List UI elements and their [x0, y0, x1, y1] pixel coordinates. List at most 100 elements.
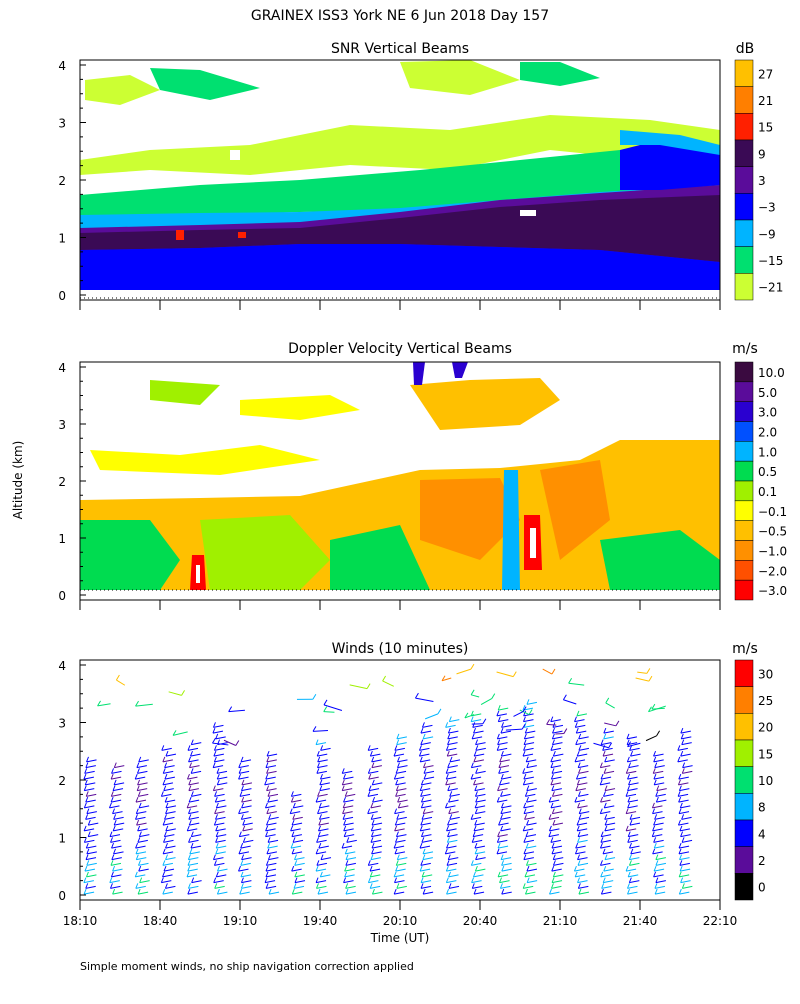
wind-barb: [628, 789, 638, 791]
wind-barb: [295, 858, 305, 860]
wind-barb: [371, 829, 381, 831]
wind-barb: [499, 771, 509, 773]
wind-barb: [239, 766, 249, 768]
wind-barb: [320, 789, 330, 791]
y-tick-label: 0: [58, 289, 66, 303]
wind-barb: [654, 869, 664, 871]
wind-barb: [240, 892, 250, 894]
wind-barb: [527, 869, 537, 871]
wind-barb-flag: [229, 707, 232, 712]
wind-barb: [629, 881, 639, 883]
wind-barb: [110, 835, 120, 837]
wind-barb: [578, 886, 588, 888]
wind-barb: [525, 794, 535, 796]
wind-barb: [575, 800, 585, 802]
wind-barb: [681, 731, 691, 733]
colorbar-swatch: [735, 220, 753, 247]
wind-barb: [680, 858, 690, 860]
wind-barb: [472, 886, 482, 888]
wind-barb: [420, 829, 430, 831]
wind-barb: [549, 835, 559, 837]
dop-upper-3: [150, 380, 220, 405]
colorbar-swatch: [735, 713, 753, 740]
wind-barb: [654, 760, 664, 762]
wind-barb: [166, 829, 176, 831]
wind-barb: [164, 835, 174, 837]
wind-barb-flag: [616, 721, 619, 726]
wind-barb: [113, 829, 123, 831]
wind-barb: [653, 812, 663, 814]
wind-barb: [475, 852, 485, 854]
wind-barb: [216, 737, 226, 739]
wind-barb: [569, 683, 585, 685]
wind-barb: [543, 669, 552, 674]
wind-barb: [600, 863, 610, 865]
wind-barb: [601, 892, 611, 894]
wind-barb: [577, 829, 587, 831]
wind-barb: [320, 777, 330, 779]
colorbar-label: 27: [758, 67, 773, 81]
wind-barb: [578, 835, 588, 837]
wind-barb: [398, 806, 408, 808]
wind-barb: [213, 789, 223, 791]
wind-barb: [563, 700, 576, 704]
colorbar-swatch: [735, 687, 753, 714]
wind-barb: [420, 869, 430, 871]
wind-barb: [165, 800, 175, 802]
wind-barb: [85, 869, 95, 871]
wind-barb: [242, 858, 252, 860]
y-tick-label: 0: [58, 589, 66, 603]
colorbar-label: 0: [758, 881, 766, 895]
wind-barb: [188, 863, 198, 865]
y-tick-label: 4: [58, 59, 66, 73]
wind-barb: [242, 783, 252, 785]
colorbar-label: −15: [758, 254, 783, 268]
wind-barb: [421, 823, 431, 825]
wind-barb: [163, 863, 173, 865]
wind-barb: [524, 812, 534, 814]
wind-barb: [446, 881, 456, 883]
wind-barb: [113, 812, 123, 814]
wind-barb: [268, 846, 278, 848]
figure-title: GRAINEX ISS3 York NE 6 Jun 2018 Day 157: [251, 8, 549, 24]
wind-barb: [654, 777, 664, 779]
wind-barb: [474, 783, 484, 785]
wind-barb: [86, 875, 96, 877]
wind-barb-flag: [367, 684, 370, 689]
wind-barb: [394, 846, 404, 848]
wind-barb: [371, 840, 381, 842]
wind-barb: [295, 863, 305, 865]
wind-barb: [372, 760, 382, 762]
wind-barb: [291, 846, 301, 848]
wind-barb: [472, 737, 482, 739]
colorbar-label: 2: [758, 854, 766, 868]
wind-barb: [109, 806, 119, 808]
colorbar-swatch: [735, 541, 753, 561]
colorbar-label: 30: [758, 667, 773, 681]
wind-barb: [241, 886, 251, 888]
wind-barb: [628, 777, 638, 779]
wind-barb: [217, 869, 227, 871]
wind-barb: [447, 863, 457, 865]
wind-barb: [137, 771, 147, 773]
wind-barb: [188, 886, 198, 888]
wind-barb: [111, 875, 121, 877]
wind-barb: [628, 840, 638, 842]
wind-barb: [372, 783, 382, 785]
wind-barb: [421, 886, 431, 888]
wind-barb: [449, 812, 459, 814]
wind-barb: [239, 812, 249, 814]
wind-barb: [551, 806, 561, 808]
wind-barb: [526, 760, 536, 762]
wind-barb-flag: [652, 704, 655, 709]
wind-barb: [113, 892, 123, 894]
colorbar-swatch: [735, 767, 753, 794]
wind-barb: [421, 806, 431, 808]
wind-barb: [626, 794, 636, 796]
doppler-unit: m/s: [732, 341, 758, 357]
wind-barb: [318, 892, 328, 894]
wind-barb: [163, 783, 173, 785]
wind-barb: [316, 869, 326, 871]
